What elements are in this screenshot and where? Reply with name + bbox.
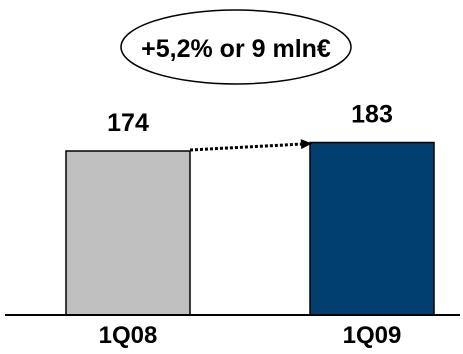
bar-1q09 (309, 141, 435, 316)
category-label-1q08: 1Q08 (99, 322, 158, 349)
bars-layer (65, 141, 435, 316)
labels-layer: 174 1Q08 183 1Q09 (99, 101, 402, 349)
annotation-text: +5,2% or 9 mln€ (141, 35, 331, 63)
category-label-1q09: 1Q09 (343, 322, 402, 349)
value-label-1q08: 174 (107, 109, 149, 137)
bar-1q08 (65, 150, 191, 316)
annotation-ellipse (120, 9, 352, 85)
value-label-1q09: 183 (351, 101, 393, 129)
growth-arrow-head (300, 139, 312, 150)
growth-arrow (189, 142, 302, 152)
